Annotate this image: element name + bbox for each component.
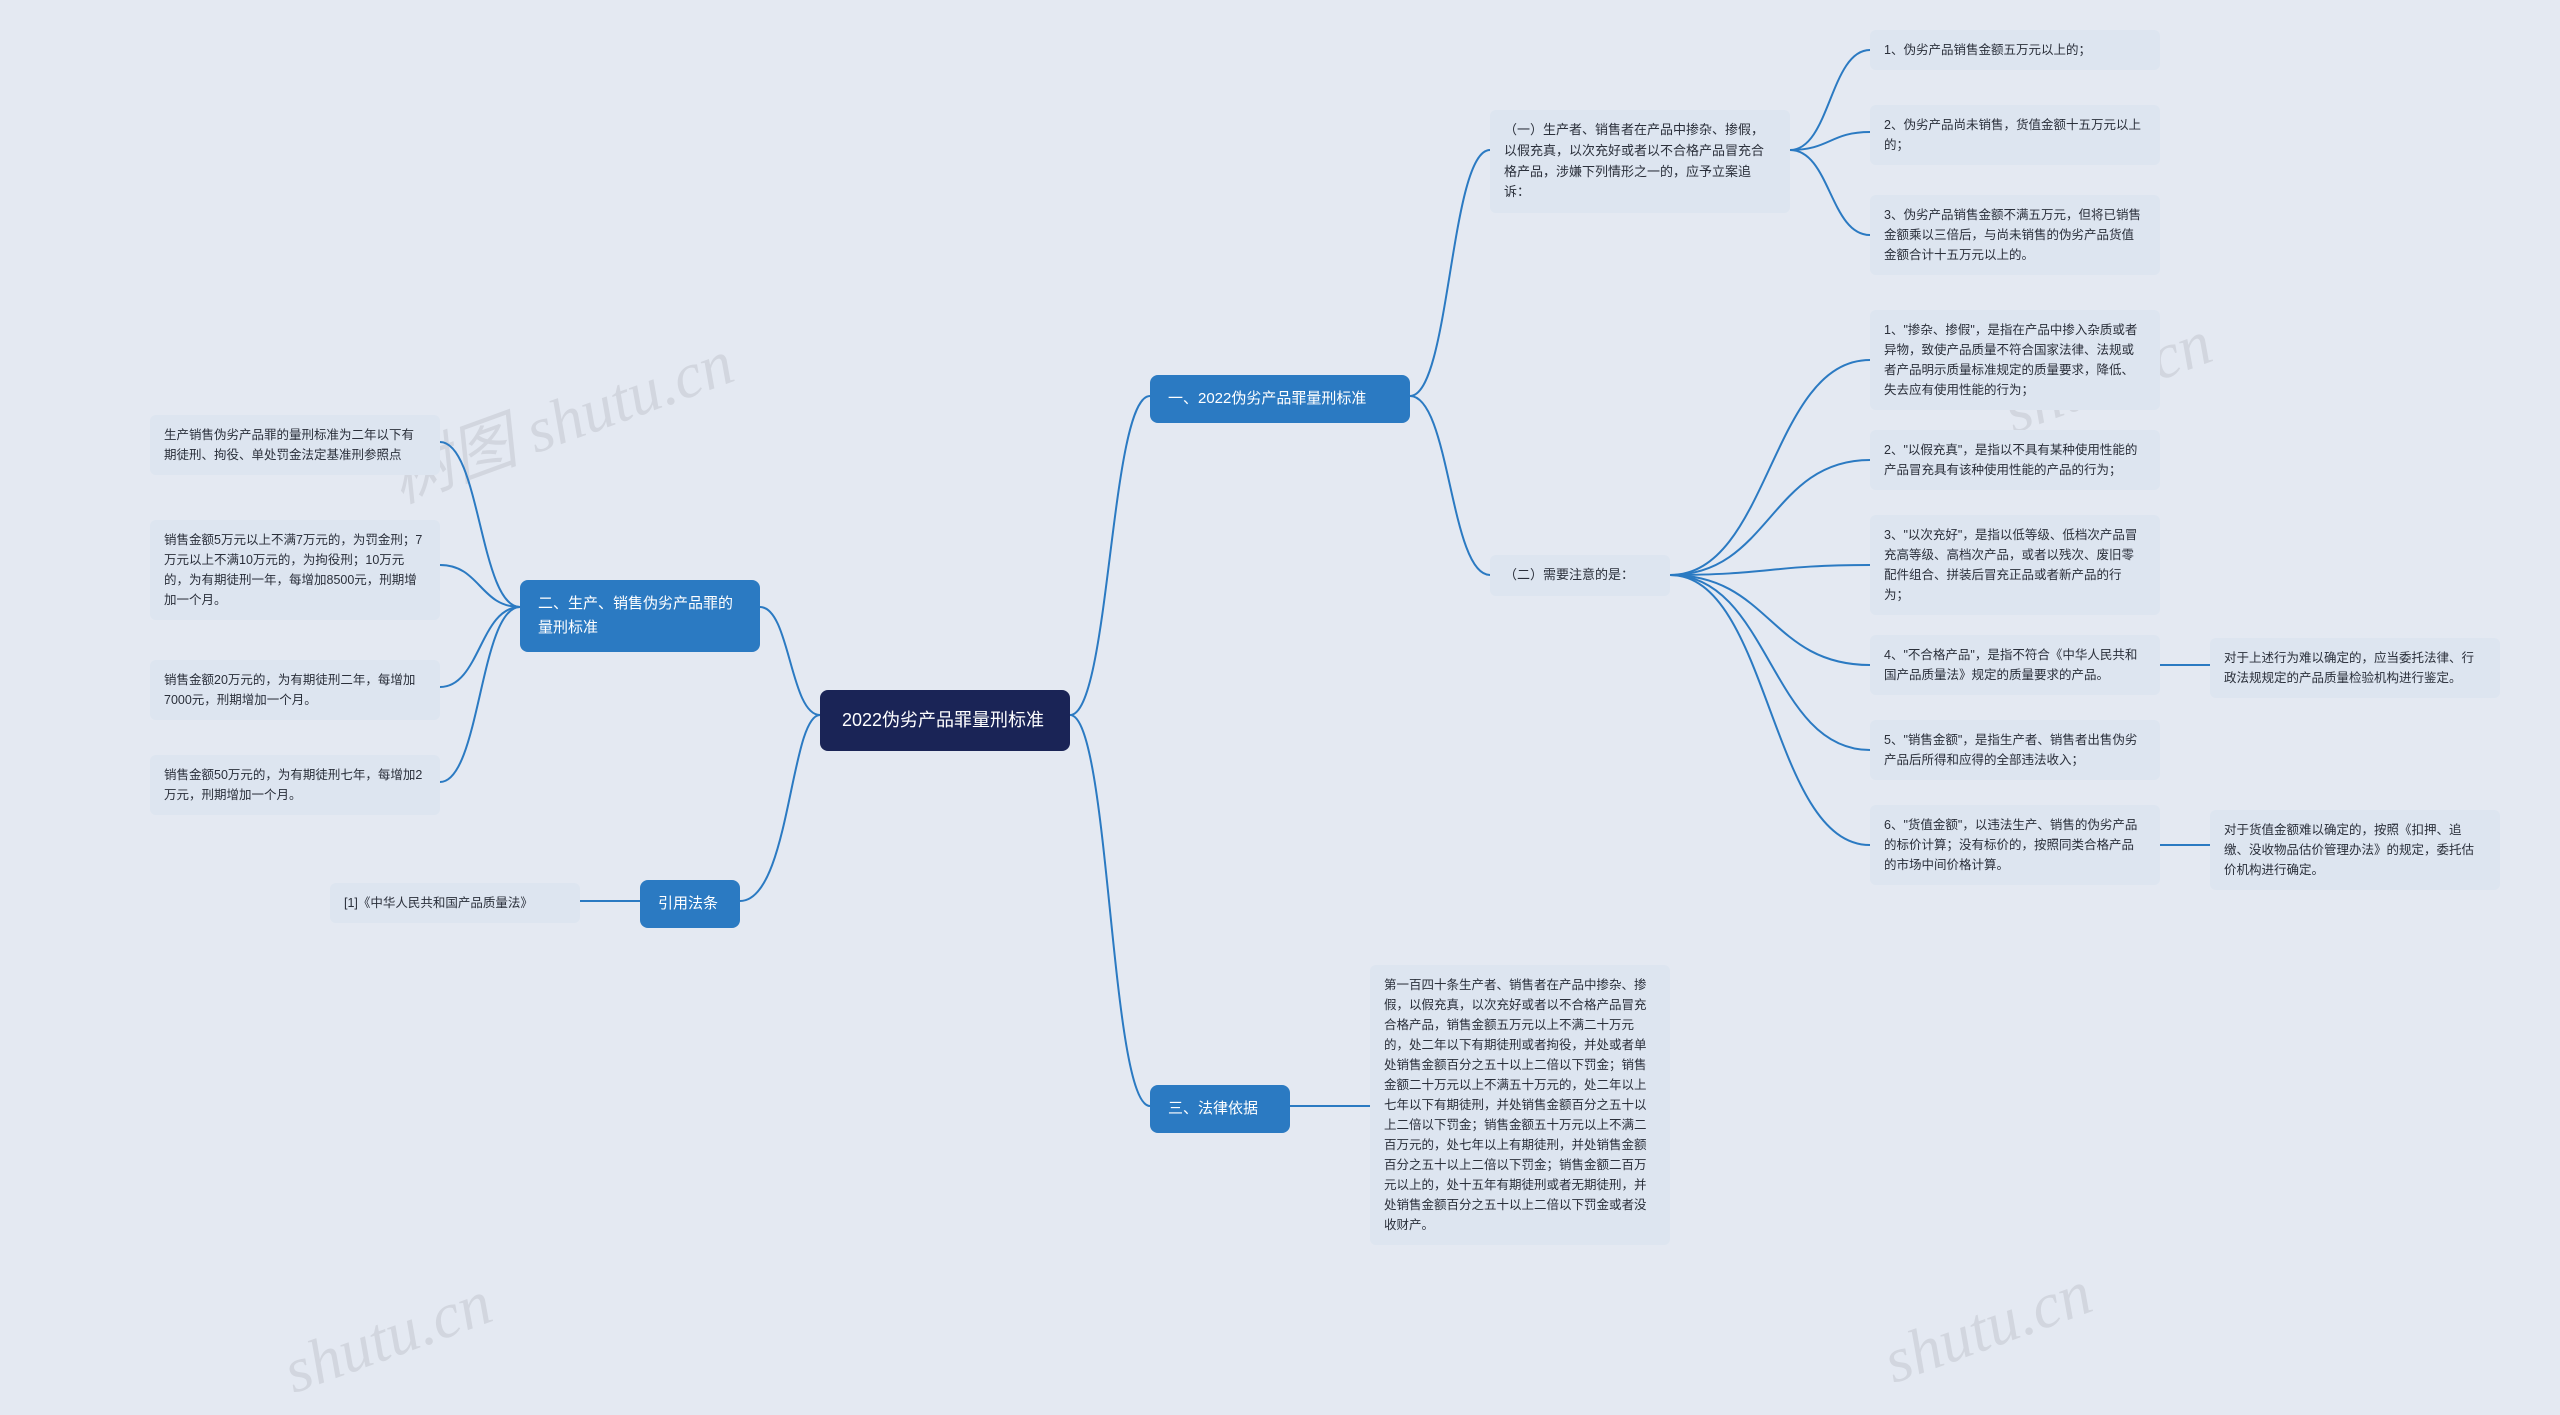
leaf-note-6: 6、"货值金额"，以违法生产、销售的伪劣产品的标价计算；没有标价的，按照同类合格… <box>1870 805 2160 885</box>
leaf-base-sentence: 生产销售伪劣产品罪的量刑标准为二年以下有期徒刑、拘役、单处罚金法定基准刑参照点 <box>150 415 440 475</box>
branch-standard-2022: 一、2022伪劣产品罪量刑标准 <box>1150 375 1410 423</box>
leaf-tier-5w: 销售金额5万元以上不满7万元的，为罚金刑；7万元以上不满10万元的，为拘役刑；1… <box>150 520 440 620</box>
leaf-note-6-extra: 对于货值金额难以确定的，按照《扣押、追缴、没收物品估价管理办法》的规定，委托估价… <box>2210 810 2500 890</box>
leaf-note-1: 1、"掺杂、掺假"，是指在产品中掺入杂质或者异物，致使产品质量不符合国家法律、法… <box>1870 310 2160 410</box>
leaf-citation-1: [1]《中华人民共和国产品质量法》 <box>330 883 580 923</box>
sub-prosecution-cases: （一）生产者、销售者在产品中掺杂、掺假，以假充真，以次充好或者以不合格产品冒充合… <box>1490 110 1790 213</box>
watermark: shutu.cn <box>1874 1255 2101 1398</box>
branch-citation: 引用法条 <box>640 880 740 928</box>
watermark: shutu.cn <box>274 1265 501 1408</box>
leaf-note-2: 2、"以假充真"，是指以不具有某种使用性能的产品冒充具有该种使用性能的产品的行为… <box>1870 430 2160 490</box>
leaf-note-3: 3、"以次充好"，是指以低等级、低档次产品冒充高等级、高档次产品，或者以残次、废… <box>1870 515 2160 615</box>
root-node: 2022伪劣产品罪量刑标准 <box>820 690 1070 751</box>
sub-notes: （二）需要注意的是： <box>1490 555 1670 596</box>
leaf-case-3: 3、伪劣产品销售金额不满五万元，但将已销售金额乘以三倍后，与尚未销售的伪劣产品货… <box>1870 195 2160 275</box>
leaf-case-2: 2、伪劣产品尚未销售，货值金额十五万元以上的； <box>1870 105 2160 165</box>
branch-sentencing-standard: 二、生产、销售伪劣产品罪的量刑标准 <box>520 580 760 652</box>
leaf-case-1: 1、伪劣产品销售金额五万元以上的； <box>1870 30 2160 70</box>
leaf-note-4: 4、"不合格产品"，是指不符合《中华人民共和国产品质量法》规定的质量要求的产品。 <box>1870 635 2160 695</box>
leaf-tier-50w: 销售金额50万元的，为有期徒刑七年，每增加2万元，刑期增加一个月。 <box>150 755 440 815</box>
leaf-note-5: 5、"销售金额"，是指生产者、销售者出售伪劣产品后所得和应得的全部违法收入； <box>1870 720 2160 780</box>
leaf-note-4-extra: 对于上述行为难以确定的，应当委托法律、行政法规规定的产品质量检验机构进行鉴定。 <box>2210 638 2500 698</box>
leaf-article-140: 第一百四十条生产者、销售者在产品中掺杂、掺假，以假充真，以次充好或者以不合格产品… <box>1370 965 1670 1245</box>
branch-legal-basis: 三、法律依据 <box>1150 1085 1290 1133</box>
leaf-tier-20w: 销售金额20万元的，为有期徒刑二年，每增加7000元，刑期增加一个月。 <box>150 660 440 720</box>
